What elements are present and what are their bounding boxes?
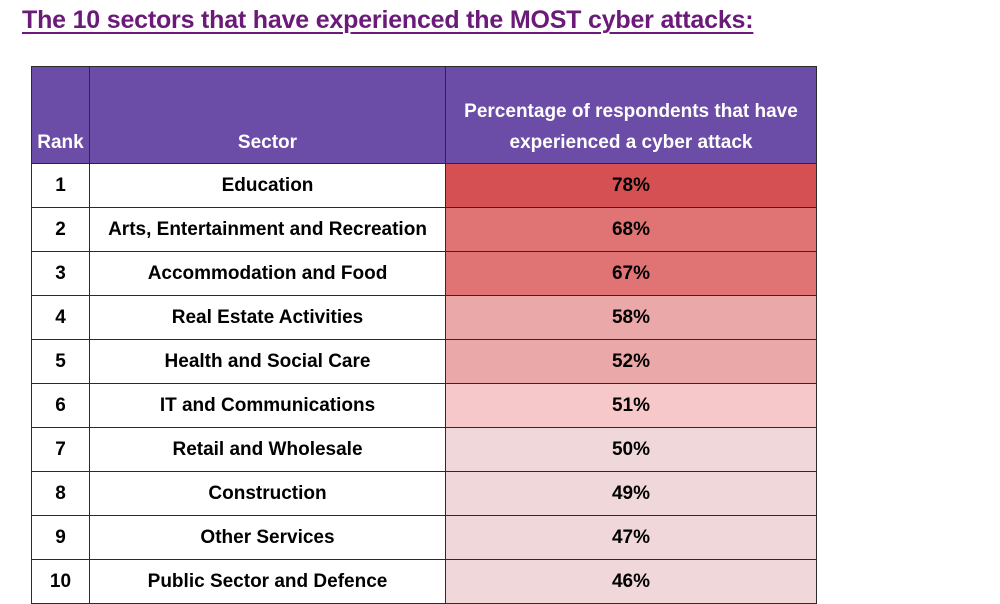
percentage-cell: 52% xyxy=(445,339,817,384)
percentage-cell: 78% xyxy=(445,163,817,208)
percentage-cell: 58% xyxy=(445,295,817,340)
rank-column-header: Rank xyxy=(31,66,90,164)
table-row: 8 Construction 49% xyxy=(31,471,817,516)
percentage-cell: 49% xyxy=(445,471,817,516)
rank-cell: 9 xyxy=(31,515,90,560)
sectors-table: Rank Sector Percentage of respondents th… xyxy=(31,66,817,604)
table-row: 3 Accommodation and Food 67% xyxy=(31,251,817,296)
percentage-header-line2: experienced a cyber attack xyxy=(509,132,753,153)
table-row: 1 Education 78% xyxy=(31,163,817,208)
page-title: The 10 sectors that have experienced the… xyxy=(22,6,754,34)
table-row: 9 Other Services 47% xyxy=(31,515,817,560)
sector-cell: IT and Communications xyxy=(89,383,446,428)
percentage-cell: 51% xyxy=(445,383,817,428)
sector-cell: Construction xyxy=(89,471,446,516)
table-row: 2 Arts, Entertainment and Recreation 68% xyxy=(31,207,817,252)
rank-cell: 2 xyxy=(31,207,90,252)
percentage-cell: 46% xyxy=(445,559,817,604)
sector-cell: Retail and Wholesale xyxy=(89,427,446,472)
sector-cell: Other Services xyxy=(89,515,446,560)
rank-cell: 1 xyxy=(31,163,90,208)
sector-cell: Real Estate Activities xyxy=(89,295,446,340)
percentage-cell: 67% xyxy=(445,251,817,296)
sector-cell: Accommodation and Food xyxy=(89,251,446,296)
sector-cell: Education xyxy=(89,163,446,208)
rank-cell: 10 xyxy=(31,559,90,604)
table-header-row: Rank Sector Percentage of respondents th… xyxy=(31,66,817,164)
percentage-header-line1: Percentage of respondents that have xyxy=(464,101,798,122)
table-row: 10 Public Sector and Defence 46% xyxy=(31,559,817,604)
percentage-column-header: Percentage of respondents that have expe… xyxy=(445,66,817,164)
rank-cell: 7 xyxy=(31,427,90,472)
percentage-cell: 47% xyxy=(445,515,817,560)
rank-cell: 4 xyxy=(31,295,90,340)
rank-cell: 6 xyxy=(31,383,90,428)
rank-cell: 3 xyxy=(31,251,90,296)
sector-cell: Public Sector and Defence xyxy=(89,559,446,604)
sector-cell: Health and Social Care xyxy=(89,339,446,384)
sector-cell: Arts, Entertainment and Recreation xyxy=(89,207,446,252)
table-row: 5 Health and Social Care 52% xyxy=(31,339,817,384)
table-body: 1 Education 78% 2 Arts, Entertainment and Re… xyxy=(31,163,817,604)
table-row: 7 Retail and Wholesale 50% xyxy=(31,427,817,472)
table-row: 4 Real Estate Activities 58% xyxy=(31,295,817,340)
rank-cell: 5 xyxy=(31,339,90,384)
table-row: 6 IT and Communications 51% xyxy=(31,383,817,428)
sector-column-header: Sector xyxy=(89,66,446,164)
percentage-cell: 68% xyxy=(445,207,817,252)
percentage-cell: 50% xyxy=(445,427,817,472)
rank-cell: 8 xyxy=(31,471,90,516)
